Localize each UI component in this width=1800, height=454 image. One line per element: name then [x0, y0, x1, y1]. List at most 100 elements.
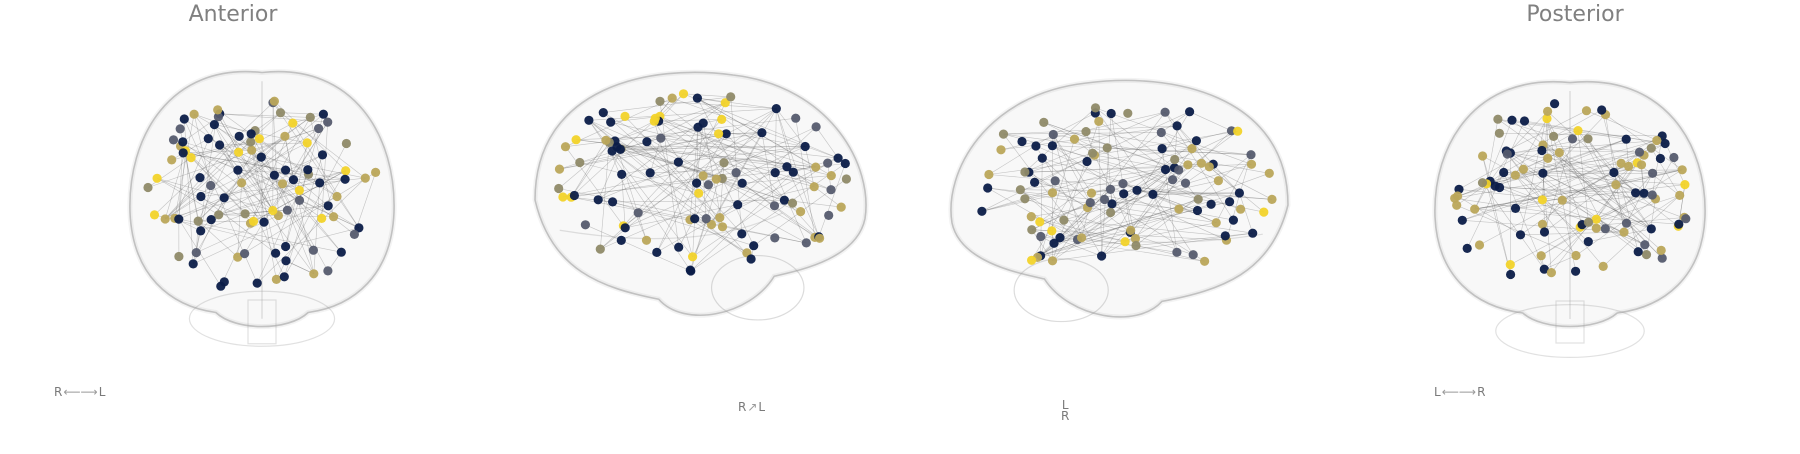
region-node — [1094, 117, 1103, 126]
region-node — [717, 115, 726, 124]
region-node — [690, 214, 699, 223]
region-node — [1049, 130, 1058, 139]
region-node — [801, 142, 810, 151]
region-node — [1639, 189, 1648, 198]
region-node — [1027, 212, 1036, 221]
region-node — [1027, 225, 1036, 234]
region-node — [234, 148, 243, 157]
region-node — [1148, 190, 1157, 199]
region-node — [1601, 224, 1610, 233]
region-node — [726, 92, 735, 101]
region-node — [789, 168, 798, 177]
region-node — [1669, 153, 1678, 162]
region-node — [599, 108, 608, 117]
region-node — [255, 134, 264, 143]
region-node — [153, 174, 162, 183]
region-node — [1036, 232, 1045, 241]
region-node — [1187, 144, 1196, 153]
region-node — [247, 129, 256, 138]
region-node — [1192, 136, 1201, 145]
region-node — [1543, 154, 1552, 163]
region-node — [1647, 224, 1656, 233]
lateral-right-view — [535, 72, 866, 320]
region-node — [688, 252, 697, 261]
region-node — [617, 236, 626, 245]
region-node — [315, 178, 324, 187]
region-node — [1107, 109, 1116, 118]
region-node — [1132, 186, 1141, 195]
region-node — [1571, 267, 1580, 276]
region-node — [1081, 127, 1090, 136]
region-node — [174, 215, 183, 224]
region-node — [207, 215, 216, 224]
region-node — [555, 165, 564, 174]
region-node — [272, 275, 281, 284]
region-node — [650, 117, 659, 126]
region-node — [233, 166, 242, 175]
region-node — [271, 249, 280, 258]
region-node — [606, 118, 615, 127]
region-node — [692, 179, 701, 188]
region-node — [780, 196, 789, 205]
region-node — [190, 110, 199, 119]
region-node — [1174, 165, 1183, 174]
region-node — [1086, 198, 1095, 207]
anterior-orientation-label: R⟵⟶L — [54, 385, 105, 399]
region-node — [1475, 240, 1484, 249]
region-node — [1507, 116, 1516, 125]
region-node — [1584, 237, 1593, 246]
region-node — [1059, 216, 1068, 225]
region-node — [280, 132, 289, 141]
region-node — [996, 145, 1005, 154]
region-node — [584, 116, 593, 125]
region-node — [176, 124, 185, 133]
region-node — [1183, 160, 1192, 169]
region-node — [1495, 183, 1504, 192]
region-node — [616, 145, 625, 154]
region-node — [575, 158, 584, 167]
region-node — [1205, 162, 1214, 171]
region-node — [1642, 250, 1651, 259]
region-node — [1549, 132, 1558, 141]
posterior-view — [1435, 82, 1705, 358]
region-node — [295, 186, 304, 195]
region-node — [1499, 168, 1508, 177]
region-node — [642, 137, 651, 146]
region-node — [617, 170, 626, 179]
region-node — [1181, 179, 1190, 188]
region-node — [1619, 228, 1628, 237]
region-node — [1118, 179, 1127, 188]
region-node — [235, 132, 244, 141]
region-node — [693, 123, 702, 132]
region-node — [253, 279, 262, 288]
lateral-left-view — [951, 80, 1288, 321]
region-node — [1637, 160, 1646, 169]
region-node — [656, 134, 665, 143]
region-node — [1452, 201, 1461, 210]
region-node — [1173, 121, 1182, 130]
region-node — [259, 218, 268, 227]
region-node — [192, 248, 201, 257]
region-node — [1193, 206, 1202, 215]
region-node — [810, 182, 819, 191]
region-node — [143, 183, 152, 192]
region-node — [213, 105, 222, 114]
region-node — [738, 179, 747, 188]
region-node — [1656, 154, 1665, 163]
region-node — [1091, 103, 1100, 112]
region-node — [679, 89, 688, 98]
region-node — [270, 97, 279, 106]
region-node — [802, 238, 811, 247]
region-node — [1038, 154, 1047, 163]
region-node — [834, 154, 843, 163]
region-node — [1592, 224, 1601, 233]
region-node — [1463, 244, 1472, 253]
region-node — [247, 146, 256, 155]
region-node — [842, 174, 851, 183]
region-node — [246, 137, 255, 146]
region-node — [1661, 139, 1670, 148]
region-node — [1100, 195, 1109, 204]
region-node — [1511, 171, 1520, 180]
region-node — [179, 148, 188, 157]
